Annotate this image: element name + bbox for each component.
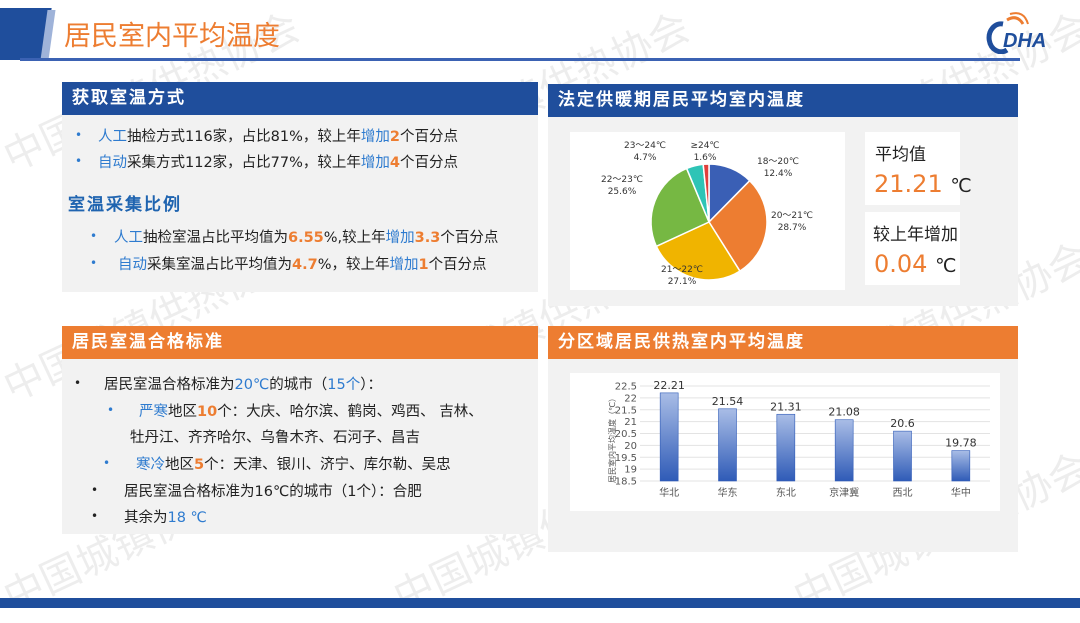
standard-line: 寒冷地区5个：天津、银川、济宁、库尔勒、吴忠 xyxy=(136,457,451,473)
pie-category-label: 22～23℃ xyxy=(601,175,643,185)
bullet: • xyxy=(91,483,99,497)
pie-slice xyxy=(702,163,710,223)
bullet: • xyxy=(103,456,111,470)
bullet: • xyxy=(75,154,83,168)
standard-header: 居民室温合格标准 xyxy=(62,326,538,359)
y-tick-label: 18.5 xyxy=(615,477,637,488)
x-tick-label: 华中 xyxy=(951,486,971,499)
pie-value-label: 1.6% xyxy=(694,153,717,163)
avg-value: 21.21 ℃ xyxy=(874,170,972,198)
bullet: • xyxy=(90,229,98,243)
ratio-item: 自动采集室温占比平均值为4.7%，较上年增加1个百分点 xyxy=(118,257,487,273)
avg-label: 平均值 xyxy=(875,145,926,165)
svg-text:DHA: DHA xyxy=(1003,30,1046,52)
y-tick-label: 20 xyxy=(624,441,637,452)
ratio-subheader: 室温采集比例 xyxy=(68,195,182,215)
bar-value-label: 19.78 xyxy=(945,437,977,450)
method-header: 获取室温方式 xyxy=(62,82,538,115)
y-tick-label: 21.5 xyxy=(615,405,637,416)
pie-value-label: 27.1% xyxy=(668,277,697,287)
x-tick-label: 西北 xyxy=(893,487,913,499)
standard-line: 居民室温合格标准为20℃的城市（15个）： xyxy=(104,377,382,393)
pie-value-label: 12.4% xyxy=(764,169,793,179)
bar xyxy=(834,419,854,482)
pie-category-label: 18～20℃ xyxy=(757,157,799,167)
standard-line: 严寒地区10个：大庆、哈尔滨、鹤岗、鸡西、 吉林、 xyxy=(139,404,483,420)
pie-category-label: ≥24℃ xyxy=(690,141,719,151)
y-tick-label: 21 xyxy=(624,417,637,428)
standard-line: 居民室温合格标准为16℃的城市（1个）：合肥 xyxy=(124,484,422,500)
method-item: 自动采集方式112家，占比77%，较上年增加4个百分点 xyxy=(98,155,458,171)
pie-slice xyxy=(708,179,768,273)
y-tick-label: 19.5 xyxy=(615,453,637,464)
pie-category-label: 23～24℃ xyxy=(624,141,666,151)
pie-header: 法定供暖期居民平均室内温度 xyxy=(548,84,1018,117)
bar xyxy=(718,408,737,482)
y-tick-label: 19 xyxy=(624,465,637,476)
bullet: • xyxy=(75,128,83,142)
increase-card: 较上年增加 0.04 ℃ xyxy=(865,212,960,285)
increase-value: 0.04 ℃ xyxy=(874,250,957,278)
bullet: • xyxy=(74,376,82,390)
x-tick-label: 华东 xyxy=(718,486,738,499)
y-tick-label: 22.5 xyxy=(615,382,637,393)
pie-value-label: 28.7% xyxy=(778,223,807,233)
x-tick-label: 华北 xyxy=(659,486,679,499)
x-tick-label: 京津冀 xyxy=(829,486,859,499)
method-item: 人工抽检方式116家，占比81%，较上年增加2个百分点 xyxy=(98,129,458,145)
bullet: • xyxy=(107,403,115,417)
standard-panel xyxy=(62,326,538,534)
y-tick-label: 20.5 xyxy=(615,429,637,440)
standard-line: 牡丹江、齐齐哈尔、乌鲁木齐、石河子、昌吉 xyxy=(130,430,420,446)
logo: DHA xyxy=(985,12,1075,55)
y-axis-label: 居民室内平均温度（℃） xyxy=(607,394,617,483)
increase-label: 较上年增加 xyxy=(873,225,958,245)
header-divider xyxy=(20,58,1020,61)
pie-value-label: 4.7% xyxy=(634,153,657,163)
bar-value-label: 21.08 xyxy=(828,406,860,419)
avg-card: 平均值 21.21 ℃ xyxy=(865,132,972,205)
footer-bar xyxy=(0,598,1080,608)
bullet: • xyxy=(90,256,98,270)
bar xyxy=(776,413,796,482)
bar-value-label: 20.6 xyxy=(890,417,915,430)
bar xyxy=(659,392,679,482)
ratio-item: 人工抽检室温占比平均值为6.55%,较上年增加3.3个百分点 xyxy=(114,230,499,246)
pie-chart: 18～20℃ 12.4% 20～21℃ 28.7% 21～22℃ 27.1% 22～23℃ 2… xyxy=(570,132,845,290)
y-tick-label: 22 xyxy=(624,393,637,404)
bar-header: 分区域居民供热室内平均温度 xyxy=(548,326,1018,359)
x-tick-label: 东北 xyxy=(776,486,796,499)
pie-category-label: 21～22℃ xyxy=(661,265,703,275)
method-panel xyxy=(62,82,538,292)
bar-value-label: 21.31 xyxy=(770,400,802,413)
pie-value-label: 25.6% xyxy=(608,187,637,197)
bar-value-label: 22.21 xyxy=(653,379,685,392)
pie-slice xyxy=(655,221,741,281)
bar xyxy=(893,430,912,482)
bar-value-label: 21.54 xyxy=(712,395,744,408)
bullet: • xyxy=(91,509,99,523)
pie-category-label: 20～21℃ xyxy=(771,211,813,221)
bar xyxy=(951,450,971,482)
page-title: 居民室内平均温度 xyxy=(64,21,280,52)
standard-line: 其余为18 ℃ xyxy=(124,510,207,526)
